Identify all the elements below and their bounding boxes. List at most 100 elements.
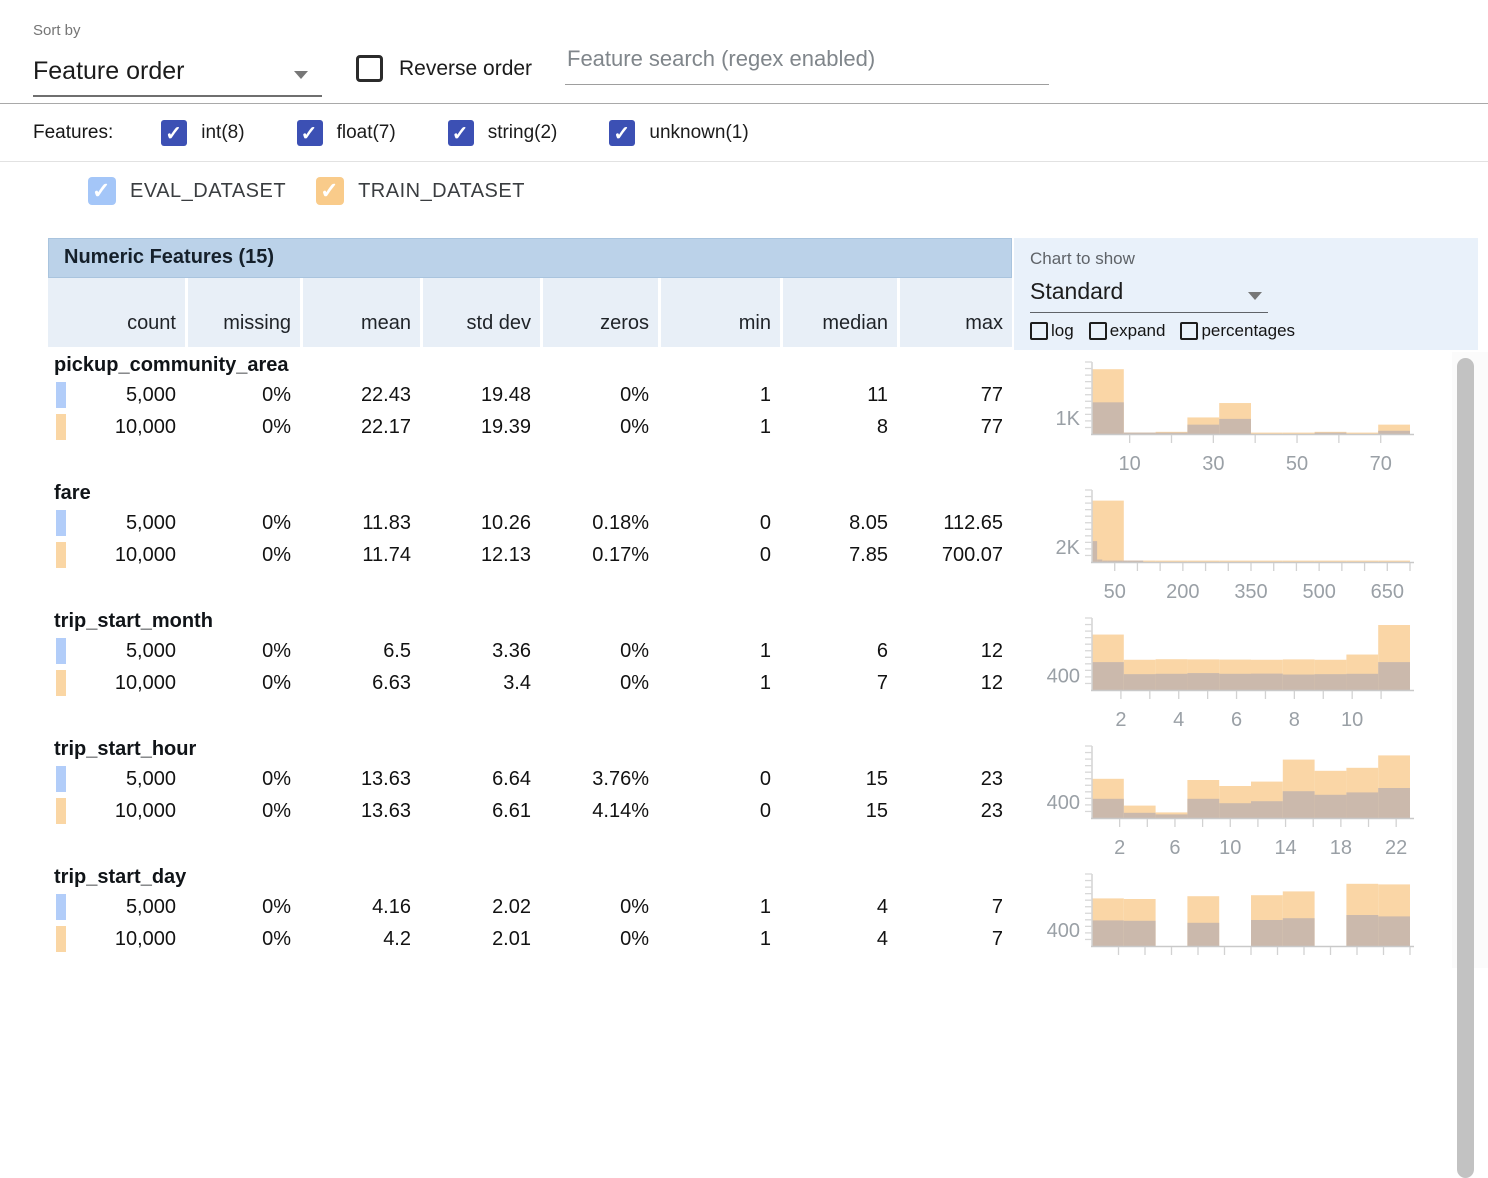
- dataset-swatch: [56, 382, 66, 408]
- chart-option-label: log: [1051, 321, 1074, 340]
- stat-cell-missing: 0%: [262, 384, 291, 406]
- sort-by-value: Feature order: [33, 57, 185, 85]
- dataset-swatch: [56, 542, 66, 568]
- histogram-chart-trip_start_month[interactable]: 400 2 4 6 8 10: [1040, 610, 1452, 738]
- stat-cell-std_dev: 2.02: [492, 896, 531, 918]
- checkmark-icon: ✓: [165, 122, 183, 145]
- histogram-chart-trip_start_day[interactable]: 400: [1040, 866, 1452, 994]
- svg-text:10: 10: [1119, 453, 1141, 475]
- stat-cell-mean: 6.5: [383, 640, 411, 662]
- stat-cell-max: 12: [980, 640, 1003, 662]
- svg-text:50: 50: [1286, 453, 1308, 475]
- dataset-label: TRAIN_DATASET: [358, 179, 525, 202]
- stat-row-eval_dataset: 5,000 0% 4.16 2.02 0% 1 4 7: [48, 891, 1012, 923]
- stat-cell-std_dev: 19.39: [480, 416, 531, 438]
- svg-text:1K: 1K: [1056, 408, 1081, 430]
- filter-item-string: ✓ string(2): [447, 119, 557, 146]
- feature-type-filters: ✓ int(8) ✓ float(7) ✓ string(2) ✓ unknown(1): [161, 119, 800, 146]
- stat-cell-median: 8: [876, 416, 888, 438]
- dataset-label: EVAL_DATASET: [130, 179, 287, 202]
- svg-text:22: 22: [1385, 837, 1407, 859]
- stat-cell-count: 5,000: [125, 512, 176, 534]
- filter-item-unknown: ✓ unknown(1): [609, 119, 749, 146]
- stat-cell-std_dev: 3.36: [492, 640, 531, 662]
- svg-text:50: 50: [1104, 581, 1126, 603]
- dataset-swatch: [56, 510, 66, 536]
- stat-cell-max: 7: [991, 896, 1003, 918]
- feature-name: trip_start_day: [54, 866, 187, 888]
- chart-option-checkbox-expand[interactable]: [1088, 322, 1107, 340]
- feature-search-input[interactable]: [565, 46, 1049, 85]
- stat-cell-zeros: 0.17%: [592, 544, 649, 566]
- stat-cell-max: 23: [980, 768, 1003, 790]
- filter-label-float: float(7): [336, 121, 396, 143]
- stat-cell-count: 10,000: [114, 672, 176, 694]
- stat-cell-mean: 6.63: [372, 672, 411, 694]
- stat-cell-median: 11: [867, 384, 888, 406]
- chart-to-show-select[interactable]: Standard: [1030, 274, 1268, 313]
- column-header-std-dev: std dev: [420, 278, 540, 347]
- dataset-checkbox-eval_dataset[interactable]: ✓: [88, 177, 116, 205]
- chart-option-checkbox-percentages[interactable]: [1180, 322, 1199, 340]
- stat-cell-std_dev: 19.48: [480, 384, 531, 406]
- stat-cell-min: 0: [759, 544, 771, 566]
- stat-cell-std_dev: 10.26: [480, 512, 531, 534]
- checkmark-icon: ✓: [92, 178, 111, 203]
- chart-option-checkbox-log[interactable]: [1030, 322, 1048, 340]
- svg-text:70: 70: [1370, 453, 1392, 475]
- chart-option-label: percentages: [1201, 321, 1296, 340]
- histogram-chart-fare[interactable]: 2K 50 200 350 500 650: [1040, 482, 1452, 610]
- checkmark-icon: ✓: [300, 122, 318, 145]
- scrollbar-thumb[interactable]: [1457, 358, 1474, 1178]
- svg-text:400: 400: [1047, 666, 1080, 688]
- stat-cell-median: 4: [876, 928, 888, 950]
- histogram-chart-pickup_community_area[interactable]: 1K 10 30 50 70: [1040, 354, 1452, 482]
- stat-row-train_dataset: 10,000 0% 6.63 3.4 0% 1 7 12: [48, 667, 1012, 699]
- feature-stat-table: pickup_community_area 5,000 0% 22.43 19.48 0%…: [48, 352, 1012, 992]
- stat-cell-zeros: 0.18%: [592, 512, 649, 534]
- chart-option-expand: expand: [1088, 321, 1166, 341]
- chevron-down-icon: [294, 71, 308, 79]
- svg-text:10: 10: [1219, 837, 1241, 859]
- filter-checkbox-unknown[interactable]: ✓: [609, 119, 636, 146]
- stat-cell-median: 15: [865, 768, 888, 790]
- stat-cell-median: 15: [865, 800, 888, 822]
- dataset-legend: ✓ EVAL_DATASET ✓ TRAIN_DATASET: [88, 163, 525, 219]
- svg-text:4: 4: [1173, 709, 1184, 731]
- feature-search: [565, 46, 1049, 85]
- histogram-chart-trip_start_hour[interactable]: 400 2 6 10 14 18 22: [1040, 738, 1452, 866]
- chevron-down-icon: [1248, 292, 1262, 300]
- stat-cell-zeros: 4.14%: [592, 800, 649, 822]
- svg-text:2: 2: [1114, 837, 1125, 859]
- stat-cell-std_dev: 2.01: [492, 928, 531, 950]
- filter-label-unknown: unknown(1): [649, 121, 749, 143]
- scrollbar-track[interactable]: [1452, 352, 1488, 1178]
- feature-name: trip_start_hour: [54, 738, 197, 760]
- svg-text:14: 14: [1274, 837, 1296, 859]
- reverse-order-checkbox[interactable]: [356, 55, 383, 82]
- filter-checkbox-string[interactable]: ✓: [447, 119, 474, 146]
- dataset-swatch: [56, 766, 66, 792]
- table-title: Numeric Features (15): [64, 246, 275, 268]
- stat-cell-mean: 13.63: [360, 768, 411, 790]
- stat-cell-min: 1: [759, 384, 771, 406]
- stat-cell-missing: 0%: [262, 928, 291, 950]
- sort-by-label: Sort by: [33, 22, 81, 39]
- reverse-order-control: Reverse order: [356, 55, 532, 82]
- stat-cell-mean: 22.17: [360, 416, 411, 438]
- stat-cell-std_dev: 12.13: [480, 544, 531, 566]
- filter-checkbox-float[interactable]: ✓: [296, 119, 323, 146]
- stat-cell-missing: 0%: [262, 672, 291, 694]
- stat-cell-median: 4: [876, 896, 888, 918]
- stat-cell-std_dev: 6.61: [492, 800, 531, 822]
- chart-option-label: expand: [1109, 321, 1166, 340]
- feature-block-trip_start_day: trip_start_day 5,000 0% 4.16 2.02 0% 1 4 7 10,000…: [48, 864, 1012, 992]
- sort-by-select[interactable]: Feature order: [33, 48, 322, 97]
- svg-text:350: 350: [1234, 581, 1267, 603]
- stat-column-headers: count missing mean std dev zeros min median max: [48, 278, 1012, 347]
- dataset-swatch: [56, 670, 66, 696]
- stat-cell-missing: 0%: [262, 800, 291, 822]
- svg-text:500: 500: [1302, 581, 1335, 603]
- filter-checkbox-int[interactable]: ✓: [161, 119, 188, 146]
- dataset-checkbox-train_dataset[interactable]: ✓: [316, 177, 345, 205]
